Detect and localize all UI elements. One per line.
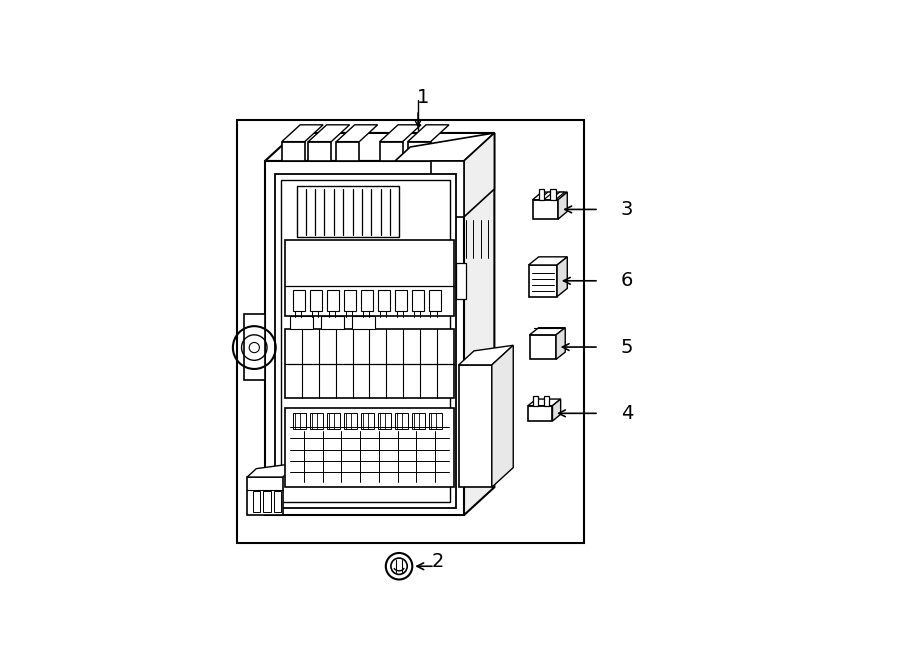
Polygon shape [380,142,402,161]
Polygon shape [528,265,557,297]
Bar [327,290,339,311]
Polygon shape [459,346,513,365]
Polygon shape [551,192,564,200]
Polygon shape [265,133,494,161]
Polygon shape [265,161,464,515]
Polygon shape [558,192,567,219]
Polygon shape [551,189,555,200]
Bar [412,413,425,428]
Polygon shape [395,133,494,161]
Text: 4: 4 [621,404,633,423]
Bar [264,491,271,512]
Bar [310,290,322,311]
Text: 2: 2 [432,551,445,571]
Polygon shape [491,346,513,487]
Polygon shape [529,335,556,359]
Bar [293,413,306,428]
Polygon shape [282,142,305,161]
Polygon shape [533,192,567,200]
Polygon shape [459,365,491,487]
Bar [431,161,464,217]
Polygon shape [528,399,561,406]
Polygon shape [539,189,544,200]
Bar [297,187,399,238]
Text: 5: 5 [621,338,634,357]
Bar [321,316,344,329]
Bar [285,408,454,487]
Bar [293,290,305,311]
Text: 1: 1 [417,88,429,107]
Bar [412,290,424,311]
Bar [378,413,391,428]
Polygon shape [337,125,378,142]
Bar [352,316,374,329]
Polygon shape [408,125,449,142]
Polygon shape [309,142,331,161]
Bar [253,491,260,512]
Polygon shape [533,397,538,406]
Polygon shape [529,328,565,335]
Polygon shape [539,192,553,200]
Bar [275,173,456,508]
Bar [237,120,583,544]
Polygon shape [557,257,567,297]
Polygon shape [244,314,265,380]
Polygon shape [528,406,553,421]
Bar [327,413,340,428]
Polygon shape [464,133,494,515]
Bar [344,413,356,428]
Bar [456,263,466,299]
Polygon shape [337,142,359,161]
Polygon shape [408,142,431,161]
Text: 3: 3 [621,200,633,219]
Bar [429,413,442,428]
Bar [285,240,454,316]
Bar [378,290,391,311]
Bar [310,413,323,428]
Polygon shape [528,257,567,265]
Bar [291,316,313,329]
Polygon shape [248,463,298,477]
Bar [361,290,374,311]
Bar [282,180,450,502]
Text: 6: 6 [621,271,633,291]
Polygon shape [248,477,283,515]
Polygon shape [309,125,349,142]
Polygon shape [553,399,561,421]
Polygon shape [380,125,421,142]
Bar [395,413,408,428]
Polygon shape [556,328,565,359]
Bar [395,290,407,311]
Polygon shape [464,133,494,217]
Bar [285,329,454,398]
Polygon shape [533,200,558,219]
Bar [429,290,441,311]
Bar [361,413,374,428]
Bar [274,491,281,512]
Bar [344,290,356,311]
Polygon shape [282,125,323,142]
Polygon shape [544,397,549,406]
